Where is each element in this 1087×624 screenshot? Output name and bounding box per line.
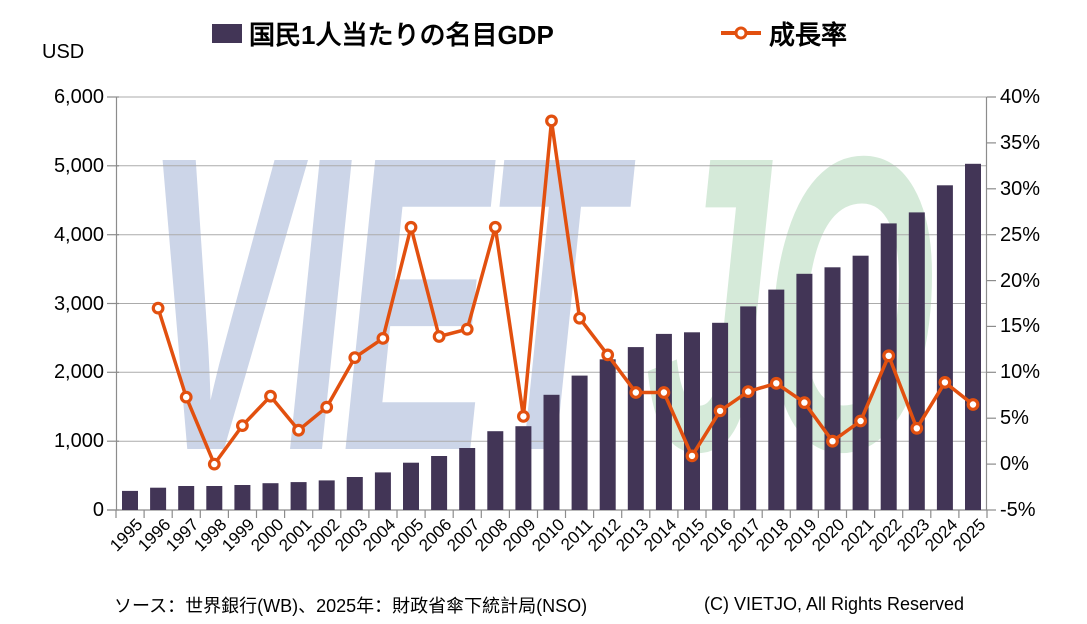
growth-point [179, 390, 193, 404]
growth-point [573, 311, 587, 325]
growth-point [601, 348, 615, 362]
growth-point [685, 449, 699, 463]
growth-point [292, 423, 306, 437]
gdp-bar [965, 163, 981, 511]
growth-point [235, 419, 249, 433]
watermark-viet-text: VIET [144, 70, 620, 539]
left-axis-tick-label: 2,000 [53, 361, 104, 384]
growth-point [713, 404, 727, 418]
growth-marker-icon [734, 26, 748, 40]
right-axis-tick-label: 35% [1000, 131, 1041, 154]
left-axis-tick-label: 3,000 [53, 292, 104, 315]
right-axis-tick-label: -5% [1000, 499, 1036, 521]
source-note: ソース：世界銀行(WB)、2025年：財政省傘下統計局(NSO) [114, 596, 588, 616]
gdp-bar [150, 487, 167, 510]
right-axis-tick-label: 10% [1000, 361, 1041, 384]
growth-point [966, 398, 980, 411]
gdp-bar [571, 375, 588, 510]
gdp-bar [431, 456, 448, 510]
growth-line [156, 119, 975, 466]
gdp-bar [684, 332, 700, 510]
gdp-bar [206, 486, 223, 510]
gdp-bar [234, 485, 251, 510]
growth-point [882, 349, 896, 363]
left-axis-tick-label: 4,000 [53, 223, 104, 246]
right-axis-tick-label: 25% [1000, 223, 1041, 246]
left-axis-tick-label: 0 [92, 499, 104, 521]
growth-point [769, 376, 783, 390]
growth-point [910, 421, 924, 435]
right-axis-tick-label: 0% [1000, 453, 1029, 476]
gdp-bar [374, 472, 391, 510]
growth-point [826, 434, 839, 448]
growth-point [404, 220, 418, 234]
growth-point [348, 351, 362, 365]
left-axis-tick-label: 1,000 [53, 430, 104, 453]
gdp-bar [796, 273, 813, 510]
gdp-bar [487, 431, 504, 510]
gdp-bar [346, 477, 363, 510]
gdp-bar [262, 483, 279, 510]
gdp-bar [936, 185, 953, 511]
legend-item-growth: 成長率 [721, 16, 847, 50]
gdp-bar [740, 306, 757, 510]
gdp-bar [318, 480, 335, 510]
chart-graphics [107, 96, 996, 518]
growth-point [854, 414, 867, 428]
left-axis-unit-label: USD [42, 41, 85, 63]
growth-point [207, 457, 221, 471]
gdp-bar [459, 448, 476, 510]
gdp-bar [655, 333, 672, 510]
gdp-bar [768, 289, 785, 510]
gdp-bar [403, 462, 419, 510]
gdp-bar [290, 482, 307, 510]
gdp-series-label: 国民1人当たりの名目GDP [249, 19, 554, 50]
growth-point [938, 376, 952, 389]
copyright-note: (C) VIETJO, All Rights Reserved [704, 594, 965, 614]
right-axis-tick-label: 30% [1000, 177, 1041, 200]
gdp-bar [543, 394, 560, 510]
right-axis-tick-label: 40% [1000, 86, 1041, 108]
gdp-bar [908, 212, 925, 510]
growth-point [741, 385, 755, 399]
growth-point [798, 396, 811, 410]
growth-point [376, 331, 390, 345]
left-axis-tick-label: 6,000 [53, 86, 104, 108]
growth-point [264, 389, 277, 403]
gdp-bar [122, 490, 138, 510]
gdp-bar [515, 426, 532, 510]
growth-line-swatch-icon [721, 26, 761, 40]
gdp-bar-swatch-icon [212, 23, 242, 43]
gdp-bar [824, 267, 841, 510]
growth-point [517, 410, 530, 423]
growth-point [545, 114, 558, 128]
growth-point [657, 386, 671, 399]
gdp-bar [178, 486, 195, 510]
plot-area: VIETJO [107, 95, 996, 518]
gdp-bar [627, 347, 644, 510]
growth-point [151, 301, 165, 315]
growth-point [488, 220, 502, 234]
left-axis-tick-label: 5,000 [53, 154, 104, 177]
growth-series-label: 成長率 [769, 19, 848, 50]
growth-point [432, 330, 446, 343]
growth-point [629, 386, 643, 399]
right-axis-tick-label: 20% [1000, 269, 1041, 292]
right-axis-tick-label: 5% [1000, 407, 1029, 430]
legend-item-gdp: 国民1人当たりの名目GDP [212, 16, 554, 50]
gdp-bar [880, 223, 897, 510]
growth-point [320, 400, 334, 414]
gdp-bar [599, 359, 616, 510]
right-axis-tick-label: 15% [1000, 315, 1041, 338]
growth-point [460, 322, 474, 336]
gdp-bar [852, 255, 869, 510]
